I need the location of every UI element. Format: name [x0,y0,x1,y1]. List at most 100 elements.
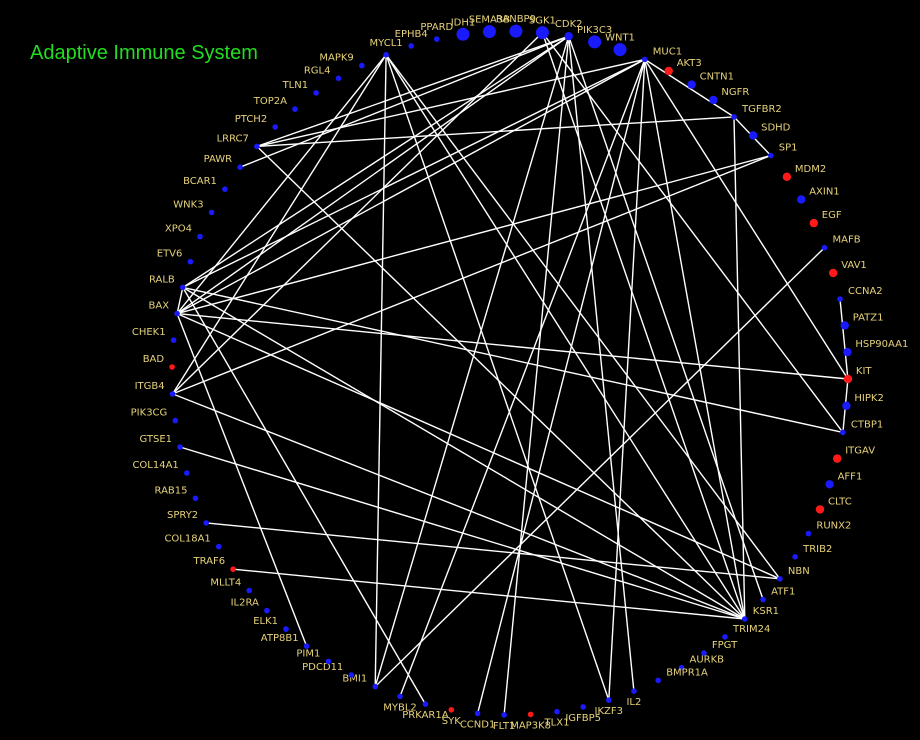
node-syk[interactable] [448,707,455,713]
node-tln1[interactable] [313,90,319,96]
node-axin1[interactable] [797,195,806,204]
node-tlx1[interactable] [554,708,560,715]
node-atf1[interactable] [760,596,766,603]
node-mdm2[interactable] [782,172,792,181]
node-ikzf3[interactable] [606,697,612,703]
edge-ralb-ctbp1 [182,286,844,434]
node-sgk1[interactable] [535,26,549,40]
node-idh1[interactable] [456,27,470,41]
node-label-map3k8: MAP3K8 [510,720,551,731]
node-vav1[interactable] [829,268,838,278]
node-tgfbr2[interactable] [731,114,737,120]
node-ccnd1[interactable] [474,710,481,717]
edge-muc1-ccnd1 [476,59,646,714]
node-mafb[interactable] [821,244,828,251]
node-akt3[interactable] [664,66,673,76]
node-wnk3[interactable] [208,209,215,216]
node-label-gtse1: GTSE1 [139,434,172,445]
node-lrrc7[interactable] [254,143,260,150]
node-label-tgfbr2: TGFBR2 [741,104,782,115]
node-runx2[interactable] [805,530,812,537]
node-muc1[interactable] [642,56,648,63]
node-flt1[interactable] [501,712,507,718]
node-label-trib2: TRIB2 [802,544,832,555]
node-sdhd[interactable] [748,131,758,140]
node-cdk2[interactable] [564,32,573,41]
node-il2ra[interactable] [264,607,270,614]
node-pim1[interactable] [325,658,332,665]
node-ephb4[interactable] [408,43,415,49]
node-bmpr1a[interactable] [655,677,661,684]
node-cntn1[interactable] [687,80,696,89]
node-il2[interactable] [631,688,637,694]
node-kit[interactable] [843,374,853,384]
node-ranbp9[interactable] [509,24,523,38]
node-bcar1[interactable] [222,186,228,192]
node-patz1[interactable] [840,321,849,330]
node-pdcd11[interactable] [348,672,355,678]
node-bax[interactable] [174,310,180,317]
node-sema3b[interactable] [482,25,496,39]
node-atp8b1[interactable] [303,643,310,649]
node-label-mllt4: MLLT4 [210,578,241,589]
node-label-spry2: SPRY2 [167,510,198,521]
node-spry2[interactable] [203,520,209,526]
node-pawr[interactable] [237,164,243,170]
node-cltc[interactable] [815,505,825,514]
node-ngfr[interactable] [709,95,718,105]
node-rgl4[interactable] [335,75,342,82]
node-pik3c3[interactable] [588,35,602,49]
node-etv6[interactable] [187,258,194,265]
node-sp1[interactable] [768,152,774,159]
node-mybl2[interactable] [397,693,403,700]
node-bmi1[interactable] [372,683,379,690]
node-traf6[interactable] [230,566,236,572]
node-elk1[interactable] [283,626,289,632]
edge-bax-kit [177,312,848,380]
node-wnt1[interactable] [613,43,627,57]
node-chek1[interactable] [170,337,177,344]
node-prkar1a[interactable] [422,701,429,707]
node-xpo4[interactable] [197,233,203,240]
node-pik3cg[interactable] [172,417,179,424]
node-mllt4[interactable] [246,587,252,594]
node-igfbp5[interactable] [580,704,586,710]
node-mycl1[interactable] [383,52,389,58]
node-aff1[interactable] [825,480,834,489]
node-trim24[interactable] [722,634,728,640]
node-ctbp1[interactable] [840,429,846,436]
edge-cdk2-il2 [568,36,635,692]
edge-cdk2-pawr [239,35,569,168]
edge-mafb-bmi1 [374,247,825,688]
node-label-itgav: ITGAV [845,446,875,457]
node-hsp90aa1[interactable] [843,347,852,357]
node-ptch2[interactable] [272,124,279,130]
node-map3k8[interactable] [527,711,534,718]
node-itgav[interactable] [833,454,842,463]
node-trib2[interactable] [792,554,798,560]
node-label-syk: SYK [442,716,461,727]
node-col18a1[interactable] [216,543,222,550]
node-fpgt[interactable] [701,650,707,656]
node-col14a1[interactable] [184,470,190,476]
edge-traf6-ksr1 [233,568,745,620]
node-egf[interactable] [809,218,818,228]
edge-mycl1-nbn [385,54,781,580]
node-nbn[interactable] [777,576,783,582]
node-ralb[interactable] [180,284,186,291]
node-ppard[interactable] [434,36,440,42]
node-label-tln1: TLN1 [282,80,309,91]
node-label-bcar1: BCAR1 [183,176,217,187]
node-ksr1[interactable] [742,616,748,622]
node-label-cltc: CLTC [828,496,852,507]
node-bad[interactable] [169,364,175,370]
node-aurkb[interactable] [678,664,685,671]
node-top2a[interactable] [292,106,298,112]
node-ccna2[interactable] [837,296,843,302]
node-itgb4[interactable] [169,391,176,397]
node-label-bad: BAD [143,354,165,365]
node-hipk2[interactable] [842,401,851,410]
node-gtse1[interactable] [177,444,183,450]
node-mapk9[interactable] [359,62,365,69]
node-rab15[interactable] [192,495,199,502]
